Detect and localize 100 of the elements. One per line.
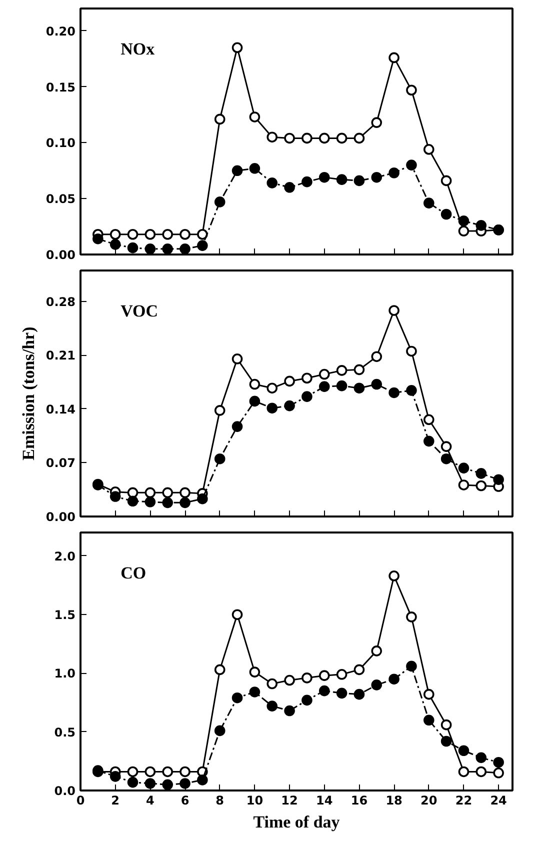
y-tick-label: 0.00	[46, 248, 76, 262]
point	[458, 766, 470, 778]
point	[232, 354, 243, 364]
point	[406, 660, 417, 672]
point	[354, 175, 365, 186]
point	[266, 678, 278, 690]
point	[406, 385, 417, 396]
point	[371, 646, 382, 656]
point	[423, 198, 434, 208]
point	[180, 244, 190, 254]
point	[336, 669, 348, 680]
point	[458, 226, 470, 236]
point	[162, 497, 173, 508]
point	[110, 491, 121, 502]
point	[232, 421, 243, 432]
y-tick-label: 1.0	[54, 666, 76, 681]
point	[180, 778, 190, 789]
point	[440, 175, 452, 186]
point	[232, 165, 243, 176]
point	[354, 688, 365, 700]
point	[406, 612, 417, 622]
point	[249, 686, 260, 698]
point	[284, 132, 295, 144]
point	[336, 174, 348, 185]
point	[388, 387, 400, 398]
point	[144, 228, 156, 240]
y-tick-label: 0.10	[46, 136, 76, 150]
point	[180, 766, 190, 778]
x-tick-label: 4	[146, 794, 154, 808]
point	[302, 391, 312, 402]
point	[249, 163, 260, 174]
point	[336, 132, 348, 144]
point	[423, 414, 434, 426]
y-tick-label: 0.20	[46, 24, 76, 38]
point	[127, 776, 138, 788]
point	[302, 176, 312, 188]
point	[284, 182, 295, 193]
x-tick-label: 6	[180, 794, 190, 808]
point	[406, 84, 417, 96]
point	[284, 674, 295, 686]
point	[318, 132, 330, 144]
point	[127, 496, 138, 507]
x-tick-label: 22	[455, 794, 472, 808]
point	[232, 42, 243, 54]
point	[162, 779, 173, 790]
point	[232, 609, 243, 620]
point	[284, 376, 295, 387]
annotation: NOx	[120, 40, 156, 58]
point	[440, 719, 452, 730]
y-tick-label: 0.14	[46, 402, 76, 416]
point	[388, 674, 400, 684]
point	[423, 436, 434, 447]
point	[423, 144, 434, 155]
annotation: CO	[120, 564, 146, 582]
point	[144, 244, 156, 254]
y-tick-label: 2.0	[54, 549, 76, 564]
x-tick-label: 24	[490, 794, 507, 808]
point	[476, 480, 487, 492]
point	[388, 52, 400, 64]
point	[318, 172, 330, 183]
point	[127, 766, 138, 778]
x-tick-label: 18	[386, 794, 402, 808]
point	[354, 132, 365, 144]
point	[110, 771, 121, 782]
y-tick-label: 0.21	[46, 348, 76, 363]
point	[406, 346, 417, 357]
point	[371, 378, 382, 390]
point	[144, 496, 156, 508]
point	[144, 487, 156, 498]
point	[127, 228, 138, 240]
point	[249, 396, 260, 407]
point	[318, 368, 330, 380]
x-tick-label: 10	[246, 794, 264, 808]
x-tick-label: 0	[76, 794, 85, 808]
point	[266, 382, 278, 394]
point	[458, 216, 470, 226]
point	[458, 462, 470, 474]
point	[371, 680, 382, 690]
point	[197, 774, 208, 786]
point	[214, 114, 226, 125]
point	[162, 244, 173, 254]
point	[197, 493, 208, 504]
y-tick-label: 0.5	[54, 725, 76, 740]
point	[440, 441, 452, 452]
point	[388, 570, 400, 582]
point	[440, 453, 452, 464]
point	[476, 468, 487, 479]
y-tick-label: 0.00	[46, 510, 76, 524]
point	[110, 239, 121, 250]
point	[354, 364, 365, 376]
point	[493, 474, 504, 485]
x-tick-label: 14	[316, 794, 333, 808]
x-tick-label: 12	[281, 794, 298, 808]
point	[127, 242, 138, 254]
point	[284, 705, 295, 716]
point	[144, 766, 156, 778]
point	[266, 402, 278, 414]
x-tick-label: 2	[111, 794, 120, 808]
y-tick-label: 0.28	[46, 294, 76, 309]
point	[197, 228, 208, 240]
